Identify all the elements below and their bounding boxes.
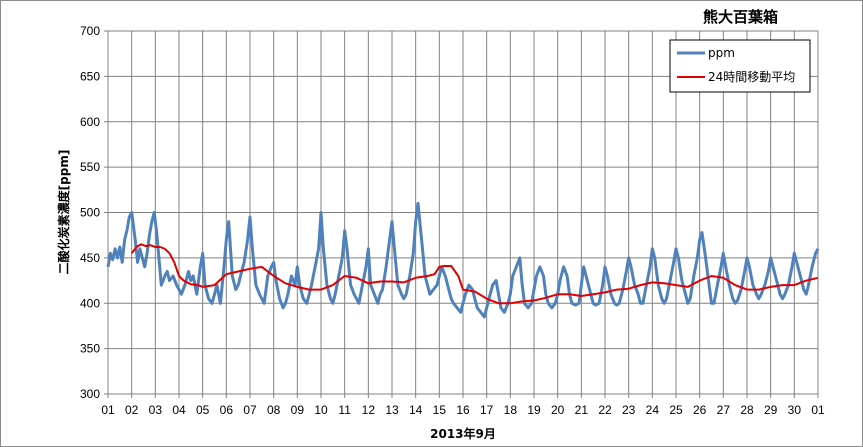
x-tick-label: 01 xyxy=(101,403,115,417)
x-tick-label: 01 xyxy=(811,403,825,417)
legend-box xyxy=(669,39,811,93)
y-tick-label: 550 xyxy=(80,160,100,174)
y-axis-tick-labels: 300 350 400 450 500 550 600 650 700 xyxy=(80,24,100,401)
x-tick-label: 21 xyxy=(575,403,589,417)
chart-title: 熊大百葉箱 xyxy=(703,8,778,26)
x-tick-label: 07 xyxy=(243,403,257,417)
x-tick-label: 12 xyxy=(362,403,376,417)
x-tick-label: 28 xyxy=(740,403,754,417)
x-tick-label: 03 xyxy=(149,403,163,417)
x-tick-label: 20 xyxy=(551,403,565,417)
x-tick-label: 04 xyxy=(172,403,186,417)
x-tick-label: 17 xyxy=(480,403,494,417)
x-tick-label: 27 xyxy=(717,403,731,417)
x-tick-label: 14 xyxy=(409,403,423,417)
x-tick-label: 19 xyxy=(527,403,541,417)
x-tick-label: 24 xyxy=(646,403,660,417)
y-tick-label: 600 xyxy=(80,115,100,129)
series-line-ppm xyxy=(106,201,820,319)
y-tick-label: 300 xyxy=(80,387,100,401)
x-tick-label: 15 xyxy=(433,403,447,417)
x-tick-label: 18 xyxy=(504,403,518,417)
x-tick-label: 09 xyxy=(291,403,305,417)
x-tick-label: 26 xyxy=(693,403,707,417)
x-tick-label: 05 xyxy=(196,403,210,417)
series-line-moving-average xyxy=(130,243,819,305)
x-tick-label: 02 xyxy=(125,403,139,417)
legend-label-moving-average: 24時間移動平均 xyxy=(708,70,795,84)
x-tick-label: 22 xyxy=(598,403,612,417)
x-tick-label: 29 xyxy=(764,403,778,417)
x-tick-label: 30 xyxy=(788,403,802,417)
legend: ppm 24時間移動平均 xyxy=(669,39,811,93)
x-tick-label: 11 xyxy=(338,403,351,417)
y-tick-label: 350 xyxy=(80,342,100,356)
y-tick-label: 650 xyxy=(80,69,100,83)
x-tick-label: 08 xyxy=(267,403,281,417)
legend-label-ppm: ppm xyxy=(708,46,735,60)
y-tick-label: 450 xyxy=(80,251,100,265)
y-tick-label: 700 xyxy=(80,24,100,38)
y-axis-title: 二酸化炭素濃度[ppm] xyxy=(56,150,71,275)
x-tick-label: 16 xyxy=(456,403,470,417)
x-tick-label: 25 xyxy=(669,403,683,417)
series-layer xyxy=(106,201,820,319)
x-axis-title: 2013年9月 xyxy=(430,426,496,441)
x-axis-tick-labels: 01 02 03 04 05 06 07 08 09 10 11 12 13 14 15 16 17 18 19 20… xyxy=(101,403,825,417)
plot-border xyxy=(107,30,819,395)
x-tick-label: 10 xyxy=(314,403,328,417)
x-tick-label: 06 xyxy=(220,403,234,417)
x-tick-label: 13 xyxy=(385,403,399,417)
x-tick-label: 23 xyxy=(622,403,636,417)
y-tick-label: 500 xyxy=(80,206,100,220)
y-tick-label: 400 xyxy=(80,296,100,310)
